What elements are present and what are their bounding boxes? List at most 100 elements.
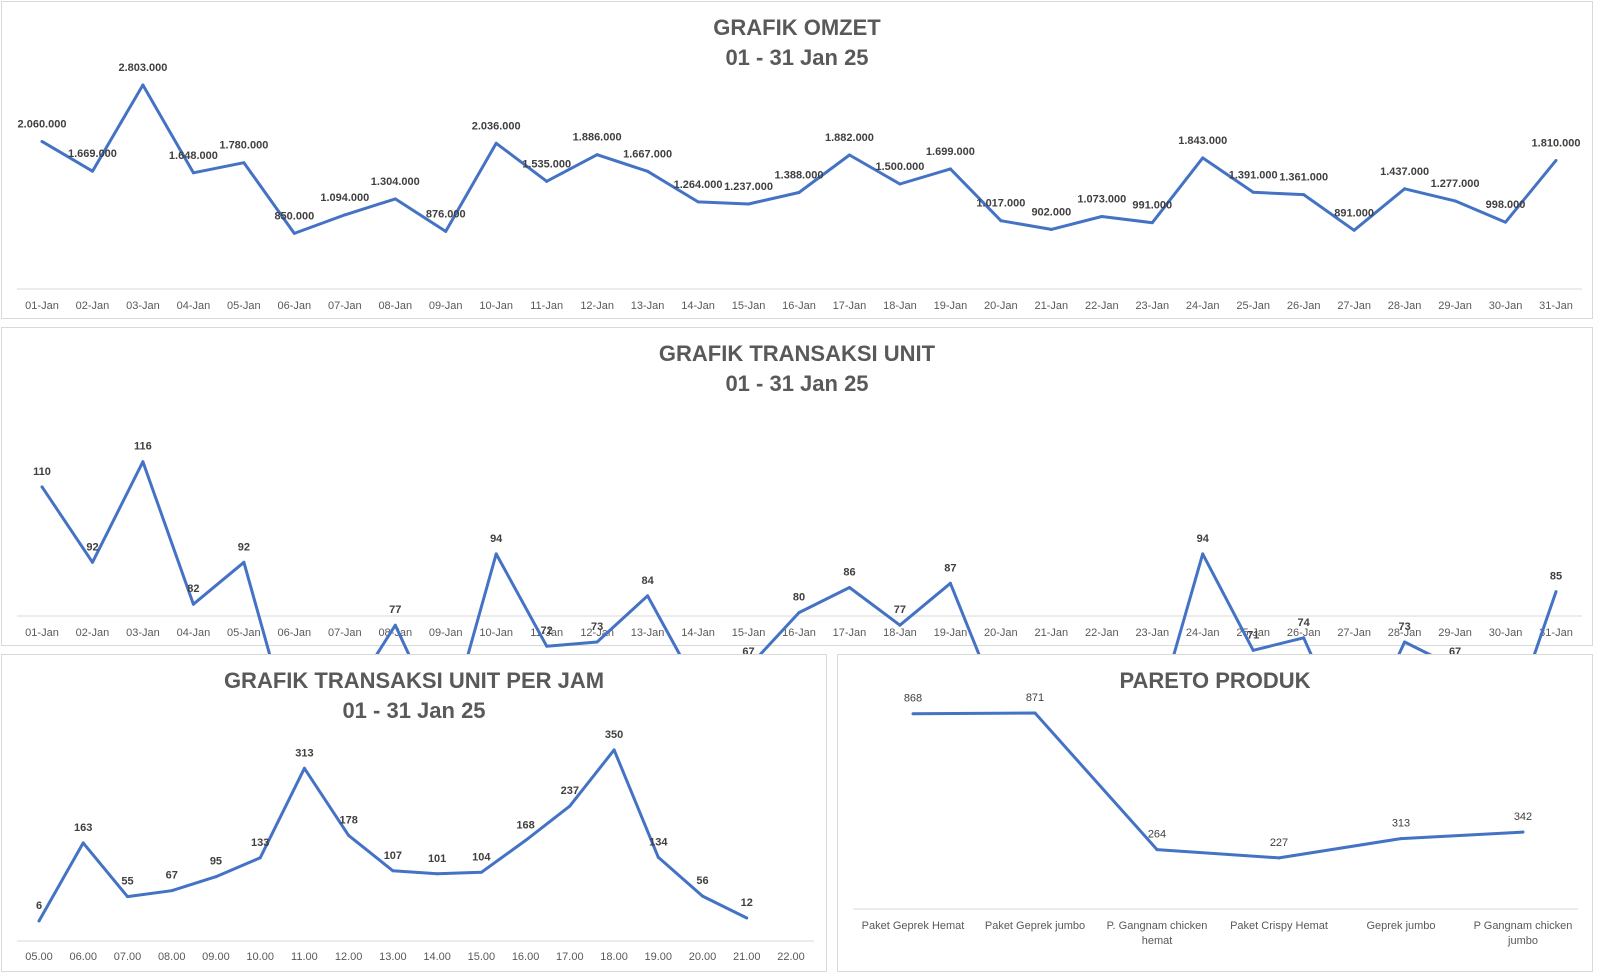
x-tick-label: 25-Jan — [1236, 300, 1270, 312]
data-point — [141, 83, 145, 87]
data-label: 116 — [134, 441, 152, 453]
data-point — [214, 875, 218, 879]
data-point — [170, 889, 174, 893]
x-tick-label: 06-Jan — [278, 627, 312, 639]
x-tick-label: 31-Jan — [1539, 627, 1573, 639]
data-label: 2.060.000 — [18, 118, 67, 130]
data-point — [797, 191, 801, 195]
data-point — [40, 485, 44, 489]
x-tick-label: 11.00 — [291, 951, 318, 963]
data-label: 71 — [1247, 629, 1259, 641]
data-point — [612, 748, 616, 752]
data-point — [1554, 158, 1558, 162]
data-label: 227 — [1270, 837, 1288, 849]
data-point — [90, 560, 94, 564]
data-point — [1453, 199, 1457, 203]
x-tick-label: 20-Jan — [984, 300, 1018, 312]
data-point — [302, 766, 306, 770]
data-label: 1.669.000 — [68, 148, 117, 160]
data-label: 168 — [516, 819, 534, 831]
data-label: 72 — [541, 625, 553, 637]
data-label: 92 — [86, 541, 98, 553]
data-label: 1.882.000 — [825, 132, 874, 144]
data-point — [701, 894, 705, 898]
chart-title: GRAFIK TRANSAKSI UNIT — [658, 341, 936, 366]
x-tick-label: 04-Jan — [177, 300, 211, 312]
data-point — [258, 856, 262, 860]
data-label: 902.000 — [1031, 206, 1071, 218]
x-tick-label: 28-Jan — [1388, 300, 1422, 312]
data-point — [745, 916, 749, 920]
x-tick-label: 24-Jan — [1186, 627, 1220, 639]
x-tick-label: 15.00 — [468, 951, 496, 963]
x-tick-label: 22.00 — [777, 951, 805, 963]
x-tick-label: 01-Jan — [25, 627, 59, 639]
x-tick-label: 22-Jan — [1085, 300, 1119, 312]
data-label: 871 — [1026, 692, 1044, 704]
data-label: 1.304.000 — [371, 176, 420, 188]
data-point — [948, 581, 952, 585]
data-point — [1150, 221, 1154, 225]
x-tick-label: 14-Jan — [681, 627, 715, 639]
chart-title: PARETO PRODUK — [1119, 668, 1311, 693]
data-label: 1.699.000 — [926, 146, 975, 158]
chart-subtitle: 01 - 31 Jan 25 — [725, 45, 869, 70]
data-point — [292, 231, 296, 235]
data-label: 101 — [428, 853, 446, 865]
x-tick-label: 02-Jan — [76, 627, 110, 639]
data-point — [37, 919, 41, 923]
data-point — [347, 833, 351, 837]
x-tick-label: Paket Crispy Hemat — [1230, 920, 1328, 932]
x-tick-label: 09-Jan — [429, 627, 463, 639]
data-label: 891.000 — [1334, 207, 1374, 219]
data-label: 107 — [384, 850, 402, 862]
data-label: 1.780.000 — [219, 140, 268, 152]
data-point — [1033, 711, 1037, 715]
data-label: 56 — [696, 875, 708, 887]
x-tick-label: 30-Jan — [1489, 627, 1523, 639]
data-label: 6 — [36, 900, 42, 912]
data-point — [1554, 590, 1558, 594]
data-point — [545, 179, 549, 183]
chart-title: GRAFIK TRANSAKSI UNIT PER JAM — [223, 668, 605, 693]
x-tick-label: 29-Jan — [1438, 300, 1472, 312]
data-point — [444, 229, 448, 233]
data-point — [242, 161, 246, 165]
data-point — [494, 552, 498, 556]
data-label: 82 — [187, 583, 199, 595]
data-point — [125, 895, 129, 899]
series-line — [912, 711, 1524, 860]
x-tick-label: 21-Jan — [1035, 300, 1069, 312]
data-point — [847, 153, 851, 157]
data-point — [1302, 636, 1306, 640]
data-point — [393, 623, 397, 627]
data-point — [1049, 227, 1053, 231]
series-line — [41, 83, 1558, 235]
chart-unit-plot: 01-Jan 02-Jan 03-Jan 04-Jan 05-Jan 06-Jan 07-J… — [17, 441, 1582, 753]
x-tick-label: 09-Jan — [429, 300, 463, 312]
x-tick-label: Geprek jumbo — [1366, 920, 1435, 932]
x-tick-label: 05.00 — [25, 951, 53, 963]
data-point — [1399, 837, 1403, 841]
data-point — [435, 872, 439, 876]
x-tick-label: 22-Jan — [1085, 627, 1119, 639]
data-point — [595, 640, 599, 644]
data-label: 876.000 — [426, 208, 466, 220]
data-point — [90, 169, 94, 173]
data-label: 80 — [793, 592, 805, 604]
x-tick-label: 13-Jan — [631, 300, 665, 312]
data-label: 1.094.000 — [320, 192, 369, 204]
data-label: 991.000 — [1132, 200, 1172, 212]
x-tick-label: 23-Jan — [1135, 627, 1169, 639]
data-label: 178 — [339, 814, 357, 826]
x-tick-label: 14-Jan — [681, 300, 715, 312]
data-label: 92 — [238, 541, 250, 553]
data-label: 237 — [561, 785, 579, 797]
chart-omzet-panel: GRAFIK OMZET 01 - 31 Jan 25 01-Jan 02-Jan… — [1, 1, 1593, 319]
data-label: 110 — [33, 466, 51, 478]
chart-hourly-panel: GRAFIK TRANSAKSI UNIT PER JAM 01 - 31 Ja… — [1, 654, 827, 972]
data-label: 342 — [1514, 811, 1532, 823]
data-label: 133 — [251, 837, 269, 849]
data-point — [524, 838, 528, 842]
data-point — [595, 153, 599, 157]
